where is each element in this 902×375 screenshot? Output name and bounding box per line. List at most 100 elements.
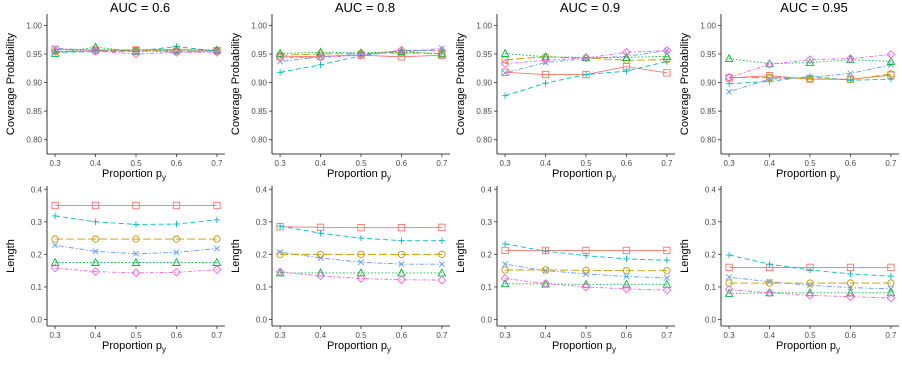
data-point	[805, 288, 815, 297]
data-point	[172, 45, 181, 54]
data-point	[765, 73, 774, 82]
data-point	[276, 250, 284, 259]
data-point	[847, 270, 854, 278]
y-tick-label: 0.95	[476, 50, 492, 59]
x-tick-label: 0.4	[90, 159, 102, 168]
x-axis-title-main: Proportion p	[552, 340, 612, 352]
data-point	[357, 259, 365, 266]
data-point	[438, 250, 446, 259]
x-tick-label: 0.6	[621, 331, 633, 340]
data-point	[398, 237, 405, 244]
data-point	[662, 285, 672, 295]
data-point	[500, 274, 510, 283]
series-line	[55, 50, 217, 55]
x-axis-title-main: Proportion p	[327, 340, 387, 352]
series-line	[729, 58, 891, 65]
x-tick-label: 0.3	[50, 159, 62, 168]
data-point	[131, 46, 141, 56]
data-point	[91, 257, 100, 266]
y-tick-label: 0.80	[476, 136, 492, 145]
data-point	[726, 88, 733, 95]
y-tick-label: 1.00	[476, 21, 492, 30]
data-point	[397, 49, 406, 57]
data-point	[50, 263, 60, 273]
data-point	[581, 282, 591, 292]
data-point	[806, 279, 814, 287]
y-tick-label: 0.0	[256, 315, 268, 324]
x-tick-label: 0.5	[130, 331, 142, 340]
data-point	[356, 48, 366, 57]
x-axis-title-main: Proportion p	[552, 168, 612, 180]
data-point	[541, 279, 550, 289]
series-line	[505, 52, 667, 58]
chart-panel-2: AUC = 0.8 0.80 0.85 0.90 0.95 1.00 0.3 0.4 0.5 0.…	[230, 0, 450, 182]
data-point	[212, 45, 222, 54]
data-point	[91, 201, 100, 210]
x-tick-label: 0.4	[315, 331, 327, 340]
x-tick-label: 0.3	[500, 331, 512, 340]
series-line	[55, 244, 217, 255]
data-point	[212, 265, 222, 275]
data-point	[886, 288, 896, 297]
x-tick-label: 0.7	[436, 159, 448, 168]
data-point	[765, 279, 774, 287]
x-axis-title: Proportion py	[776, 168, 840, 182]
x-tick-label: 0.6	[396, 331, 408, 340]
data-point	[663, 257, 671, 264]
data-point	[316, 271, 325, 281]
y-tick-label: 0.2	[481, 250, 493, 259]
data-point	[846, 54, 855, 64]
data-point	[662, 51, 672, 60]
data-point	[765, 288, 774, 298]
data-point	[623, 273, 630, 280]
data-point	[51, 235, 59, 243]
data-point	[438, 223, 446, 231]
x-tick-label: 0.5	[804, 159, 816, 168]
x-tick-label: 0.7	[885, 159, 897, 168]
x-tick-label: 0.6	[396, 159, 408, 168]
data-point	[622, 52, 631, 61]
data-point	[724, 285, 734, 294]
data-point	[501, 246, 509, 255]
series-line	[280, 52, 442, 56]
data-point	[581, 52, 591, 61]
data-point	[50, 257, 60, 266]
series-group	[724, 251, 896, 303]
data-point	[806, 74, 814, 83]
x-tick-label: 0.4	[315, 159, 327, 168]
y-tick-label: 0.95	[700, 50, 716, 59]
x-tick-label: 0.5	[130, 159, 142, 168]
data-point	[50, 46, 60, 56]
data-point	[541, 70, 550, 79]
y-axis-title: Coverage Probability	[230, 32, 242, 135]
chart-panel-8: 0.0 0.1 0.2 0.3 0.4 0.3 0.4 0.5 0.6 0.7 Proportion…	[679, 185, 899, 354]
x-tick-label: 0.5	[355, 159, 367, 168]
data-point	[846, 279, 855, 287]
data-point	[582, 252, 590, 259]
series-line	[729, 289, 891, 299]
x-tick-label: 0.7	[661, 331, 673, 340]
y-tick-label: 0.80	[26, 136, 42, 145]
y-tick-label: 0.0	[31, 315, 43, 324]
data-point	[805, 55, 815, 65]
data-point	[806, 282, 814, 289]
x-axis-title: Proportion py	[552, 168, 616, 182]
x-axis-title-subscript: y	[836, 345, 840, 354]
data-point	[132, 221, 140, 228]
data-point	[500, 59, 510, 69]
y-tick-label: 0.80	[700, 136, 716, 145]
panel-title: AUC = 0.8	[335, 0, 395, 15]
y-axis-title: Length	[230, 239, 242, 273]
x-tick-label: 0.7	[211, 331, 223, 340]
data-point	[582, 71, 590, 78]
data-point	[724, 288, 734, 297]
x-axis-title-main: Proportion p	[102, 340, 162, 352]
data-point	[501, 92, 509, 99]
y-tick-label: 0.95	[251, 50, 267, 59]
y-tick-label: 0.3	[31, 218, 43, 227]
y-tick-label: 0.85	[700, 107, 716, 116]
data-point	[541, 55, 550, 65]
series-line	[505, 50, 667, 65]
data-point	[131, 268, 141, 278]
